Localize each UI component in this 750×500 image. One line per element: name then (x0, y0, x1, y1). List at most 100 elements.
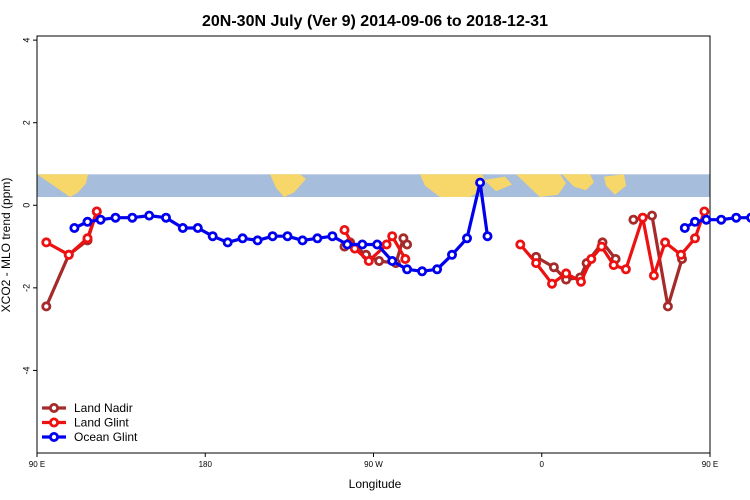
data-point-land-glint (648, 270, 659, 281)
data-point-land-nadir (647, 210, 658, 221)
land-patch (420, 174, 486, 197)
data-point-ocean-glint (282, 231, 293, 242)
series-layer (41, 177, 750, 312)
data-point-land-nadir (41, 301, 52, 312)
data-point-land-glint (699, 206, 710, 217)
data-point-land-glint (400, 253, 411, 264)
data-point-ocean-glint (267, 231, 278, 242)
y-tick-label: 4 (22, 38, 32, 43)
land-patch (562, 174, 594, 191)
data-point-land-glint (561, 268, 572, 279)
data-point-land-nadir (548, 262, 559, 273)
data-point-ocean-glint (482, 231, 493, 242)
data-point-ocean-glint (716, 214, 727, 225)
data-point-land-glint (363, 255, 374, 266)
land-patch (37, 174, 88, 197)
data-point-ocean-glint (746, 212, 750, 223)
data-point-ocean-glint (192, 222, 203, 233)
data-point-ocean-glint (387, 255, 398, 266)
x-tick-label: 0 (540, 460, 545, 469)
land-patch (270, 174, 306, 197)
data-point-ocean-glint (679, 222, 690, 233)
data-point-ocean-glint (144, 210, 155, 221)
data-point-ocean-glint (372, 239, 383, 250)
x-tick-label: 90 E (702, 460, 718, 469)
data-point-land-glint (576, 276, 587, 287)
y-axis: 4 2 0 -2 -4 (22, 38, 37, 374)
data-point-land-glint (690, 233, 701, 244)
data-point-ocean-glint (222, 237, 233, 248)
y-tick-label: -2 (22, 284, 32, 292)
series-land-glint (41, 206, 710, 289)
data-point-ocean-glint (342, 239, 353, 250)
data-point-ocean-glint (690, 216, 701, 227)
x-axis: 90 E 180 90 W 0 90 E (29, 453, 718, 469)
data-point-ocean-glint (82, 216, 93, 227)
data-point-land-glint (531, 258, 542, 269)
data-point-land-nadir (402, 239, 413, 250)
data-point-land-nadir (374, 255, 385, 266)
data-point-ocean-glint (110, 212, 121, 223)
data-point-land-glint (660, 237, 671, 248)
data-point-land-glint (82, 233, 93, 244)
data-point-land-nadir (628, 214, 639, 225)
data-point-land-glint (637, 212, 648, 223)
data-point-ocean-glint (357, 239, 368, 250)
data-point-ocean-glint (731, 212, 742, 223)
data-point-ocean-glint (297, 235, 308, 246)
data-point-ocean-glint (177, 222, 188, 233)
data-point-land-glint (676, 249, 687, 260)
y-tick-label: 0 (22, 203, 32, 208)
legend-label-land-nadir: Land Nadir (74, 401, 133, 415)
data-point-ocean-glint (402, 264, 413, 275)
data-point-land-glint (387, 231, 398, 242)
data-point-land-glint (596, 241, 607, 252)
data-point-land-glint (339, 224, 350, 235)
data-point-land-glint (381, 239, 392, 250)
data-point-ocean-glint (312, 233, 323, 244)
x-axis-label: Longitude (349, 477, 402, 491)
legend-marker-ocean-glint (49, 431, 60, 442)
data-point-ocean-glint (207, 231, 218, 242)
data-point-ocean-glint (160, 212, 171, 223)
x-tick-label: 90 W (364, 460, 383, 469)
x-tick-label: 90 E (29, 460, 45, 469)
data-point-ocean-glint (432, 264, 443, 275)
data-point-land-glint (515, 239, 526, 250)
series-ocean-glint (69, 177, 750, 277)
data-point-ocean-glint (327, 231, 338, 242)
data-point-land-glint (586, 253, 597, 264)
data-point-ocean-glint (461, 233, 472, 244)
data-point-land-glint (41, 237, 52, 248)
data-point-ocean-glint (475, 177, 486, 188)
y-tick-label: -4 (22, 366, 32, 374)
data-point-ocean-glint (417, 266, 428, 277)
data-point-ocean-glint (701, 214, 712, 225)
data-point-ocean-glint (252, 235, 263, 246)
y-tick-label: 2 (22, 120, 32, 125)
land-patch (516, 174, 566, 197)
data-point-ocean-glint (127, 212, 138, 223)
data-point-land-nadir (662, 301, 673, 312)
land-patch (604, 174, 626, 195)
land-patch (484, 176, 512, 192)
data-point-land-glint (608, 260, 619, 271)
data-point-ocean-glint (95, 214, 106, 225)
data-point-ocean-glint (446, 249, 457, 260)
y-axis-label: XCO2 - MLO trend (ppm) (0, 178, 13, 313)
legend-marker-land-glint (49, 417, 60, 428)
chart-title: 20N-30N July (Ver 9) 2014-09-06 to 2018-… (202, 13, 548, 30)
series-line-land-glint (45, 210, 99, 257)
data-point-land-glint (91, 206, 102, 217)
data-point-land-glint (547, 278, 558, 289)
data-point-ocean-glint (69, 222, 80, 233)
data-point-land-glint (63, 249, 74, 260)
legend-label-ocean-glint: Ocean Glint (74, 430, 138, 444)
x-tick-label: 180 (199, 460, 213, 469)
data-point-land-glint (620, 264, 631, 275)
legend-label-land-glint: Land Glint (74, 416, 129, 430)
data-point-ocean-glint (237, 233, 248, 244)
legend-marker-land-nadir (49, 402, 60, 413)
